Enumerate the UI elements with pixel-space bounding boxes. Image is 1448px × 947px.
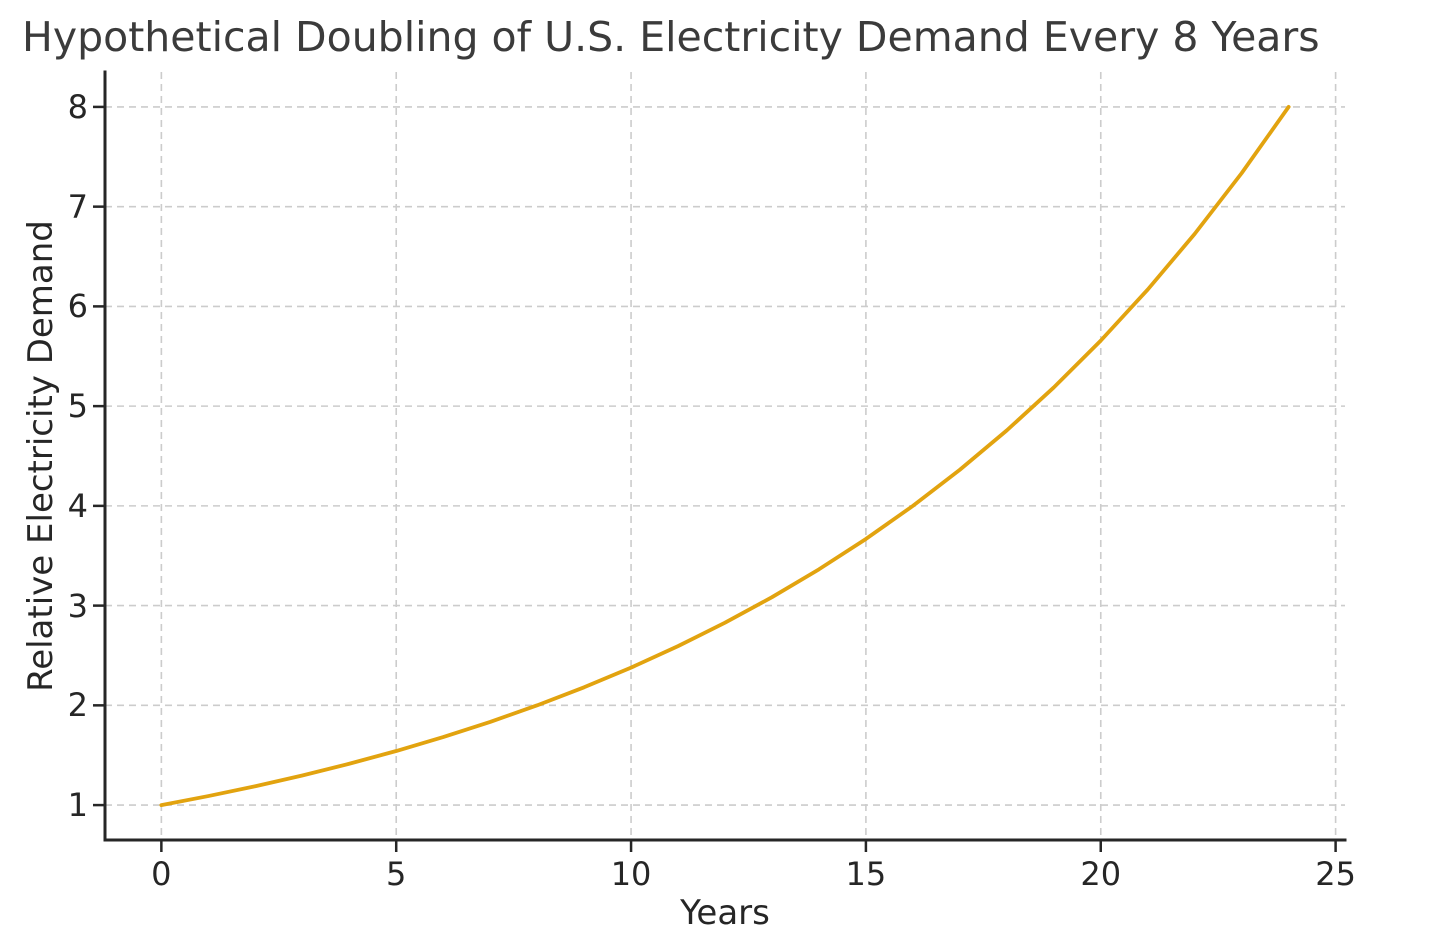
y-tick-label: 8 (67, 87, 88, 126)
x-tick-label: 5 (386, 855, 407, 893)
x-tick-label: 15 (845, 855, 887, 893)
x-tick-label: 25 (1315, 855, 1356, 893)
x-axis-label: Years (680, 893, 770, 933)
y-tick-label: 4 (67, 486, 88, 525)
axis-tick-marks (93, 105, 1337, 852)
chart-title: Hypothetical Doubling of U.S. Electricit… (22, 13, 1320, 61)
demand-curve (159, 105, 1291, 807)
axis-spines (103, 70, 1347, 842)
plot-area: 0 5 10 15 20 25 1 2 3 4 5 6 7 8 (68, 70, 1356, 890)
x-tick-label: 10 (610, 855, 652, 893)
y-tick-label: 6 (67, 287, 88, 326)
x-tick-label: 20 (1080, 855, 1122, 893)
y-tick-label: 5 (67, 387, 88, 426)
chart-canvas (93, 70, 1347, 852)
gridlines (105, 72, 1345, 840)
series-line-relative-demand (159, 105, 1291, 807)
y-axis-label: Relative Electricity Demand (21, 220, 61, 692)
y-tick-label: 3 (67, 586, 88, 625)
y-tick-label: 7 (67, 187, 88, 226)
y-tick-label: 2 (67, 686, 88, 725)
x-tick-label: 0 (151, 855, 172, 893)
y-tick-label: 1 (67, 786, 88, 825)
